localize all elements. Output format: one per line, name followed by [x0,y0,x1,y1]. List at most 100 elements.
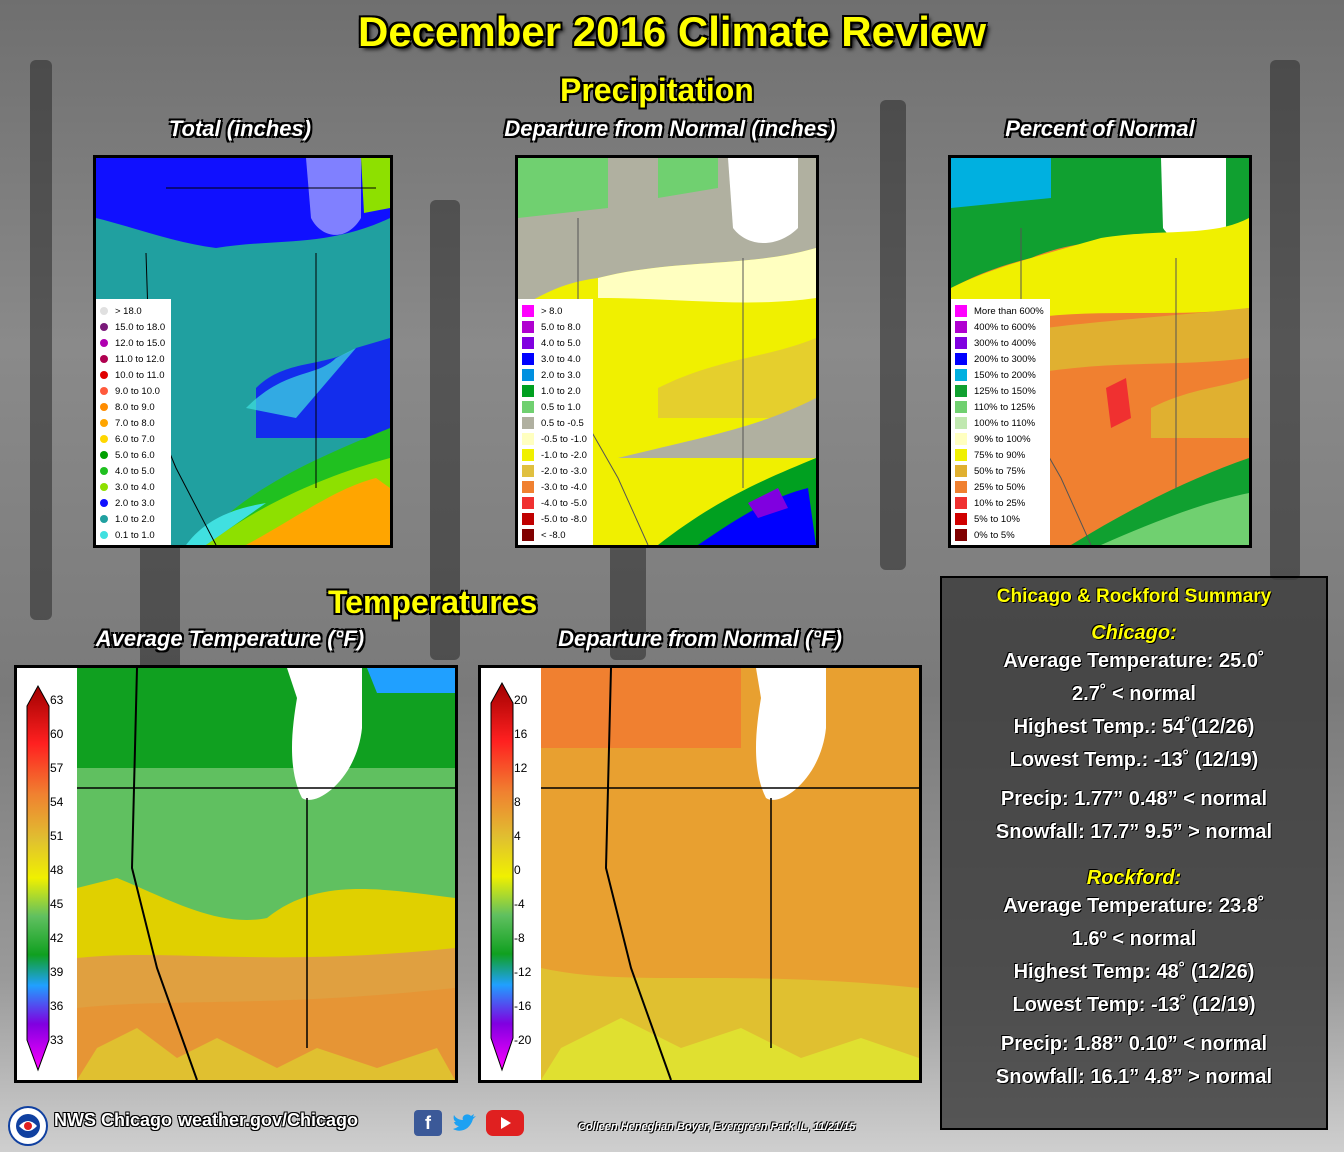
legend-swatch [955,401,967,413]
legend-entry: More than 600% [955,303,1044,319]
total-precip-map: > 18.0 15.0 to 18.0 12.0 to 15.0 11.0 to 12… [93,155,393,548]
legend-label: 11.0 to 12.0 [115,353,165,365]
legend-entry: 0.5 to -0.5 [522,415,587,431]
legend-swatch [955,449,967,461]
legend-entry: 3.0 to 4.0 [522,351,587,367]
legend-swatch [522,465,534,477]
legend-label: 25% to 50% [974,481,1026,493]
climate-summary-panel: Chicago & Rockford Summary Chicago: Aver… [940,576,1328,1130]
legend-entry: -5.0 to -8.0 [522,511,587,527]
colorbar-tick-label: 4 [514,829,521,843]
colorbar-tick-label: 63 [50,693,64,707]
legend-swatch [100,419,108,427]
background-tree [430,200,460,660]
total-map-title: Total (inches) [168,116,312,141]
legend-label: 3.0 to 4.0 [115,481,155,493]
rockford-highest-temp: Highest Temp: 48˚ (12/26) [1013,961,1255,983]
nws-logo [8,1106,48,1146]
legend-swatch [522,401,534,413]
legend-label: 6.0 to 7.0 [115,433,155,445]
legend-swatch [955,513,967,525]
legend-label: 0.5 to -0.5 [541,417,584,429]
legend-entry: 12.0 to 15.0 [100,335,165,351]
legend-swatch [955,353,967,365]
legend-entry: 4.0 to 5.0 [100,463,165,479]
legend-label: -2.0 to -3.0 [541,465,587,477]
legend-label: -5.0 to -8.0 [541,513,587,525]
legend-label: 0.1 to 1.0 [115,529,155,541]
legend-swatch [522,305,534,317]
legend-label: > 18.0 [115,305,142,317]
legend-entry: 2.0 to 3.0 [100,495,165,511]
page-title: December 2016 Climate Review [357,8,986,55]
rockford-avg-temp: Average Temperature: 23.8˚ [1003,895,1265,917]
legend-entry: > 8.0 [522,303,587,319]
twitter-icon[interactable] [450,1110,478,1136]
departure-map-title: Departure from Normal (inches) [504,116,836,141]
legend-label: 50% to 75% [974,465,1026,477]
legend-entry: 4.0 to 5.0 [522,335,587,351]
chicago-avg-temp: Average Temperature: 25.0˚ [1003,650,1265,672]
legend-entry: 50% to 75% [955,463,1044,479]
legend-swatch [522,321,534,333]
legend-label: 7.0 to 8.0 [115,417,155,429]
legend-entry: 1.0 to 2.0 [100,511,165,527]
legend-swatch [100,371,108,379]
legend-label: 0.5 to 1.0 [541,401,581,413]
legend-entry: 0% to 5% [955,527,1044,543]
legend-entry: 5.0 to 6.0 [100,447,165,463]
legend-entry: 10% to 25% [955,495,1044,511]
colorbar-tick-label: 57 [50,761,64,775]
colorbar-tick-label: 16 [514,727,528,741]
legend-swatch [955,497,967,509]
photo-credit: Colleen Heneghan Boyer, Evergreen Park I… [578,1121,856,1133]
departure-precip-map: > 8.0 5.0 to 8.0 4.0 to 5.0 3.0 to 4.0 2.0 t… [515,155,819,548]
legend-label: -3.0 to -4.0 [541,481,587,493]
colorbar-tick-label: 8 [514,795,521,809]
avg-temp-colorbar: 63 60 57 54 51 48 45 42 39 36 33 [17,668,77,1080]
legend-label: 125% to 150% [974,385,1036,397]
legend-label: 5.0 to 6.0 [115,449,155,461]
legend-label: 2.0 to 3.0 [541,369,581,381]
legend-label: 10% to 25% [974,497,1026,509]
legend-entry: 400% to 600% [955,319,1044,335]
legend-entry: 11.0 to 12.0 [100,351,165,367]
legend-label: 75% to 90% [974,449,1026,461]
colorbar-tick-label: 12 [514,761,528,775]
legend-label: 5% to 10% [974,513,1020,525]
percent-precip-map: More than 600% 400% to 600% 300% to 400% 20… [948,155,1252,548]
legend-entry: 6.0 to 7.0 [100,431,165,447]
legend-swatch [522,481,534,493]
colorbar-tick-label: 20 [514,693,528,707]
legend-swatch [955,305,967,317]
legend-label: 4.0 to 5.0 [115,465,155,477]
legend-swatch [100,339,108,347]
legend-label: More than 600% [974,305,1044,317]
legend-label: 8.0 to 9.0 [115,401,155,413]
legend-swatch [955,337,967,349]
youtube-icon[interactable] [486,1110,524,1136]
legend-swatch [100,387,108,395]
legend-swatch [100,499,108,507]
legend-entry: 300% to 400% [955,335,1044,351]
legend-entry: 1.0 to 2.0 [522,383,587,399]
background-tree [30,60,52,620]
legend-entry: 9.0 to 10.0 [100,383,165,399]
colorbar-tick-label: 54 [50,795,64,809]
legend-swatch [955,369,967,381]
colorbar-tick-label: -4 [514,897,525,911]
temp-departure-map: 20 16 12 8 4 0 -4 -8 -12 -16 -20 [478,665,922,1083]
legend-swatch [522,337,534,349]
colorbar-tick-label: 36 [50,999,64,1013]
facebook-icon[interactable]: f [414,1110,442,1136]
legend-entry: > 18.0 [100,303,165,319]
chicago-precip: Precip: 1.77” 0.48” < normal [1000,788,1268,810]
legend-entry: 150% to 200% [955,367,1044,383]
legend-label: 100% to 110% [974,417,1036,429]
rockford-snowfall: Snowfall: 16.1” 4.8” > normal [995,1066,1273,1088]
legend-swatch [522,353,534,365]
summary-title: Chicago & Rockford Summary [996,586,1272,607]
legend-entry: 125% to 150% [955,383,1044,399]
legend-swatch [522,385,534,397]
footer-url[interactable]: weather.gov/Chicago [178,1110,359,1130]
